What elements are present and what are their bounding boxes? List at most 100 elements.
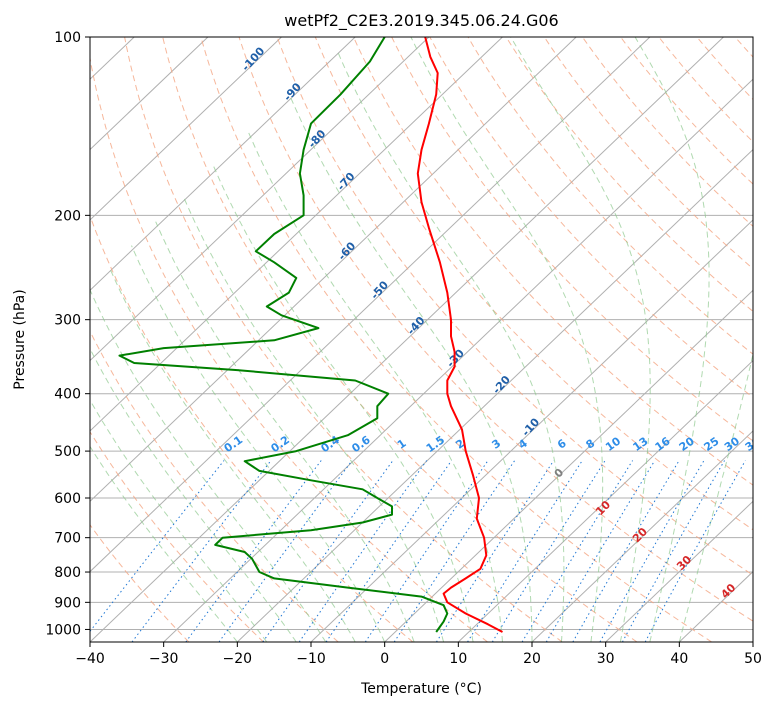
- isotherm-line: [752, 641, 753, 642]
- isotherm-line: [90, 37, 577, 503]
- moist-adiabat-line: [288, 94, 533, 642]
- isotherm-label: -10: [519, 415, 542, 439]
- isotherm-line: [90, 37, 209, 151]
- isotherm-line: [90, 37, 651, 573]
- temperature-profile-line: [416, 37, 503, 633]
- mixing-ratio-line: [393, 460, 516, 642]
- moist-adiabat-line: [182, 195, 445, 642]
- dry-adiabat-line: [314, 37, 753, 531]
- isotherm-label: -40: [405, 314, 428, 338]
- isotherm-line: [90, 37, 282, 221]
- y-tick-label: 700: [54, 531, 81, 547]
- isotherm-line: [90, 37, 503, 432]
- mixing-ratio-line: [545, 460, 656, 642]
- isotherm-line: [163, 78, 753, 642]
- mixing-ratio-line: [491, 460, 606, 642]
- mixing-ratio-label: 0.6: [349, 433, 373, 455]
- dry-adiabat-line: [696, 37, 753, 101]
- moist-adiabat-line: [336, 49, 565, 642]
- dry-adiabat-line: [124, 37, 563, 642]
- mixing-ratio-label: 36: [743, 434, 763, 454]
- mixing-ratio-line: [599, 460, 705, 642]
- wet-bulb-label: 0: [552, 466, 567, 481]
- dry-adiabat-line: [90, 430, 264, 642]
- profile-series: [118, 37, 503, 633]
- dry-adiabat-line: [658, 37, 753, 143]
- isotherm-line: [90, 37, 430, 362]
- dry-adiabat-line: [543, 37, 753, 270]
- plot-frame: [89, 36, 754, 643]
- mixing-ratio-label: 3: [490, 437, 504, 452]
- dry-adiabat-line: [505, 37, 753, 312]
- dry-adiabat-line: [581, 37, 753, 228]
- isotherm-line: [90, 37, 724, 642]
- x-tick-label: 30: [597, 651, 615, 667]
- mixing-ratio-line: [262, 460, 394, 642]
- mixing-ratio-line: [621, 460, 725, 642]
- chart-title: wetPf2_C2E3.2019.345.06.24.G06: [284, 11, 558, 31]
- x-tick-label: 10: [449, 651, 467, 667]
- x-tick-label: 0: [380, 651, 389, 667]
- moist-adiabat-line: [248, 132, 503, 642]
- y-tick-label: 800: [54, 565, 81, 581]
- dry-adiabat-line: [238, 37, 753, 622]
- mixing-ratio-line: [644, 460, 746, 642]
- dry-adiabat-line: [90, 214, 414, 642]
- moist-adiabat-line: [678, 351, 753, 642]
- dry-adiabat-line: [90, 330, 339, 642]
- isotherm-line: [678, 570, 753, 642]
- mixing-ratio-line: [467, 460, 583, 642]
- moist-adiabat-line: [410, 37, 604, 642]
- moist-adiabat-line: [90, 445, 238, 642]
- mixing-ratio-label: 1: [395, 437, 409, 452]
- dry-adiabat-line: [391, 37, 753, 442]
- moist-adiabat-line: [131, 245, 386, 642]
- mixing-ratio-label: 1.5: [424, 433, 447, 455]
- isotherm-label: -90: [281, 80, 304, 104]
- moist-adiabat-line: [212, 165, 474, 642]
- x-tick-label: 50: [744, 651, 762, 667]
- moist-adiabat-line: [90, 288, 327, 642]
- y-tick-label: 100: [54, 30, 81, 46]
- background-lines: [0, 37, 753, 642]
- isotherm-label: -30: [444, 346, 467, 370]
- isotherm-line: [384, 289, 753, 642]
- x-tick-label: 20: [523, 651, 541, 667]
- mixing-ratio-line: [325, 460, 453, 642]
- dry-adiabat-line: [353, 37, 753, 486]
- isotherm-line: [0, 37, 61, 642]
- mixing-ratio-line: [131, 460, 272, 642]
- dry-adiabat-line: [200, 37, 712, 642]
- y-tick-label: 900: [54, 595, 81, 611]
- mixing-ratio-line: [364, 460, 489, 642]
- x-tick-label: −10: [296, 651, 326, 667]
- x-tick-label: 40: [670, 651, 688, 667]
- x-axis-label: Temperature (°C): [360, 681, 482, 697]
- mixing-ratio-line: [185, 460, 322, 642]
- isotherm-line: [531, 430, 753, 642]
- dry-adiabat-line: [90, 524, 190, 642]
- moist-adiabat-line: [90, 347, 297, 642]
- mixing-ratio-line: [218, 460, 353, 642]
- y-tick-label: 200: [54, 208, 81, 224]
- moist-adiabat-line: [109, 267, 356, 642]
- isotherm-line: [310, 219, 753, 642]
- y-axis-label: Pressure (hPa): [12, 289, 28, 389]
- mixing-ratio-line: [572, 460, 680, 642]
- x-tick-label: −20: [223, 651, 253, 667]
- wet-bulb-label: 10: [593, 498, 613, 518]
- mixing-ratio-label: 0.1: [222, 433, 245, 455]
- mixing-ratio-line: [521, 460, 634, 642]
- isotherm-line: [90, 37, 356, 291]
- moist-adiabat-line: [634, 37, 710, 642]
- dry-adiabat-line: [467, 37, 753, 355]
- x-tick-label: −30: [149, 651, 179, 667]
- y-tick-label: 500: [54, 444, 81, 460]
- isotherm-label: -50: [368, 278, 391, 302]
- mixing-ratio-line: [298, 460, 428, 642]
- dewpoint-profile-line: [118, 37, 449, 633]
- isotherm-label: -60: [335, 239, 358, 263]
- isotherm-label: -70: [335, 170, 358, 194]
- moist-adiabat-line: [510, 37, 651, 642]
